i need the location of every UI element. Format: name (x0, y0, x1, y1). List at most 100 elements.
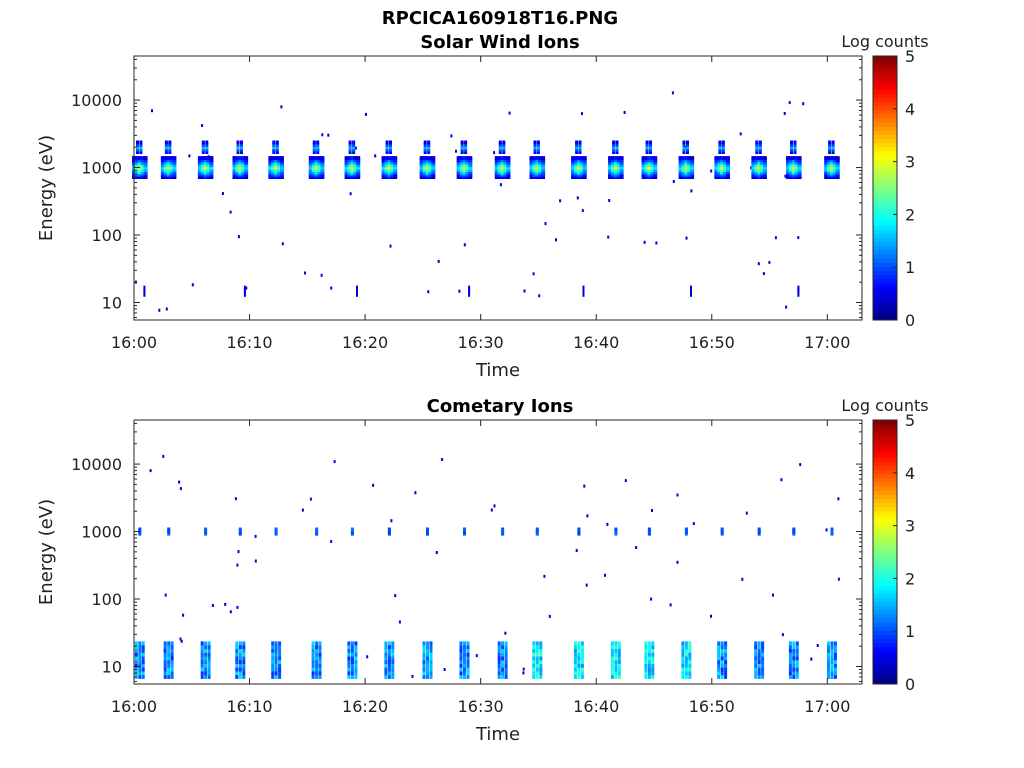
spectrogram-cell (827, 641, 830, 646)
spectrogram-cell (714, 175, 719, 179)
spectrogram-cell (428, 167, 433, 172)
spectrogram-cell (573, 663, 577, 668)
spectrogram-cell (611, 163, 615, 168)
spectrogram-cell (314, 158, 319, 163)
spectrogram-cell (760, 160, 764, 165)
spectrogram-cell (721, 147, 725, 152)
spectrogram-cell (236, 150, 240, 154)
colorbar-step (873, 465, 897, 471)
spectrogram-cell (206, 170, 211, 175)
spectrogram-cell (644, 674, 648, 679)
spectrogram-cell (786, 160, 790, 165)
spectrogram-cell (720, 160, 725, 165)
spectrogram-cell (786, 175, 790, 179)
spectrogram-cell (423, 142, 427, 147)
spectrogram-cell (268, 167, 273, 172)
spectrogram-cell (422, 165, 427, 170)
spectrogram-cell (268, 156, 273, 161)
colorbar-tick-label: 5 (905, 47, 915, 66)
spectrogram-cell (272, 150, 276, 154)
spectrogram-cell (381, 158, 386, 163)
spectrogram-cell (612, 147, 616, 152)
colorbar-tick-label: 4 (905, 464, 915, 483)
spectrogram-cell (497, 674, 501, 679)
colorbar-step (873, 159, 897, 164)
colorbar-step (873, 605, 897, 611)
spectrogram-cell (203, 160, 208, 165)
spectrogram-cell (720, 667, 724, 672)
colorbar-tick-label: 1 (905, 622, 915, 641)
x-tick-label: 16:30 (458, 333, 504, 352)
spectrogram-cell (429, 660, 433, 664)
colorbar-step (873, 80, 897, 86)
spectrogram-cell (387, 648, 391, 653)
spectrogram-cell (350, 648, 354, 653)
spectrogram-cell (532, 172, 537, 177)
spectrogram-cell (235, 158, 240, 163)
spectrogram-cell (169, 156, 174, 161)
spectrogram-cell (163, 165, 168, 170)
spectrogram-cell (389, 140, 392, 145)
spectrogram-cell (653, 165, 658, 170)
spectrogram-cell (354, 663, 358, 668)
spectrogram-cell (238, 170, 243, 175)
colorbar-step (873, 609, 897, 615)
spectrogram-cell (200, 674, 204, 679)
spectrogram-cell (428, 170, 433, 175)
spectrogram-cell (139, 147, 143, 152)
spectrogram-cell (235, 663, 239, 668)
spectrogram-cell (619, 158, 624, 163)
spectrogram-cell (311, 158, 316, 163)
spectrogram-cell (678, 165, 683, 170)
spectrogram-cell (143, 167, 148, 172)
spectrogram-cell (835, 167, 840, 172)
spectrogram-cell (614, 656, 618, 661)
spectrogram-cell (274, 663, 278, 668)
spectrogram-cell (681, 671, 685, 676)
spectrogram-cell (350, 165, 355, 170)
spectrogram-cell (347, 648, 351, 653)
spectrogram-cell (134, 663, 138, 668)
spectrogram-cell (500, 175, 505, 179)
spectrogram-cell (790, 145, 793, 150)
colorbar-step (873, 552, 897, 557)
x-axis-label: Time (475, 360, 520, 381)
spectrogram-cell (466, 641, 470, 646)
spectrogram-cell (651, 667, 655, 672)
spectrogram-cell (755, 147, 759, 152)
spectrogram-cell (619, 175, 624, 179)
spectrogram-cell (690, 175, 695, 179)
spectrogram-cell (578, 142, 582, 147)
spectrogram-cell (649, 142, 652, 147)
spectrogram-cell (535, 531, 539, 536)
spectrogram-cell (761, 674, 765, 679)
spectrogram-cell (581, 112, 583, 116)
spectrogram-cell (277, 167, 281, 172)
spectrogram-cell (164, 142, 168, 147)
spectrogram-cell (571, 158, 576, 163)
spectrogram-cell (274, 641, 278, 646)
spectrogram-cell (830, 641, 834, 646)
spectrogram-cell (422, 671, 426, 676)
spectrogram-cell (315, 641, 319, 646)
spectrogram-cell (717, 158, 722, 163)
spectrogram-cell (238, 156, 243, 161)
spectrogram-cell (797, 167, 802, 172)
spectrogram-cell (387, 167, 392, 172)
spectrogram-cell (315, 531, 319, 536)
spectrogram-cell (465, 160, 470, 165)
spectrogram-cell (830, 158, 834, 163)
spectrogram-cell (166, 160, 171, 165)
spectrogram-cell (281, 242, 284, 246)
spectrogram-cell (459, 660, 463, 664)
spectrogram-cell (143, 160, 148, 165)
spectrogram-cell (494, 163, 499, 168)
spectrogram-cell (617, 641, 621, 646)
spectrogram-cell (755, 145, 759, 150)
spectrogram-cell (317, 175, 322, 179)
spectrogram-cell (757, 663, 761, 668)
spectrogram-cell (797, 287, 800, 292)
spectrogram-cell (678, 156, 683, 161)
spectrogram-cell (529, 172, 534, 177)
